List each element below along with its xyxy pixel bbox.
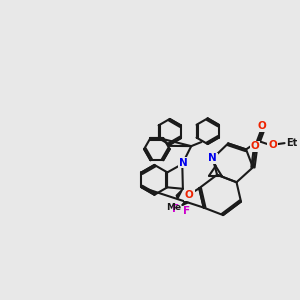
Text: O: O bbox=[250, 141, 260, 152]
Text: O: O bbox=[185, 190, 194, 200]
Polygon shape bbox=[176, 189, 183, 199]
Text: F: F bbox=[172, 203, 179, 214]
Text: O: O bbox=[258, 121, 267, 131]
Text: Me: Me bbox=[167, 202, 182, 211]
Text: N: N bbox=[179, 158, 188, 167]
Text: Et: Et bbox=[286, 138, 297, 148]
Text: F: F bbox=[182, 206, 190, 217]
Text: O: O bbox=[268, 140, 277, 150]
Text: N: N bbox=[208, 153, 217, 164]
